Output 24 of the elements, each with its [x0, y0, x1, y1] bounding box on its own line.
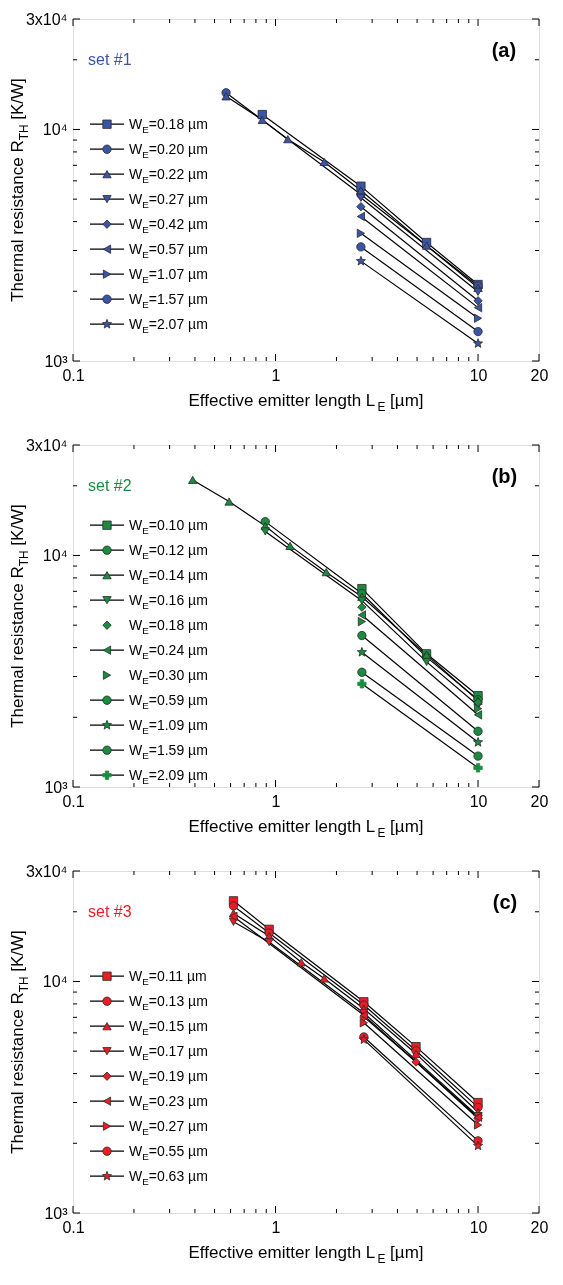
x-tick-label: 10: [469, 792, 488, 810]
x-tick-label: 10: [469, 1218, 488, 1236]
y-axis-title: Thermal resistance RTH [K/W]: [8, 78, 32, 302]
x-tick-label: 20: [530, 366, 549, 384]
x-tick-label: 10: [469, 366, 488, 384]
y-axis-title: Thermal resistance RTH [K/W]: [8, 504, 32, 728]
y-tick-label: 3x10⁴: [25, 862, 68, 880]
y-axis-title: Thermal resistance RTH [K/W]: [8, 930, 32, 1154]
text: (b): [491, 465, 518, 487]
y-tick-label: 3x10⁴: [25, 10, 68, 28]
annotation: set #1: [88, 51, 132, 68]
annotation: set #3: [88, 903, 132, 920]
y-tick-label: 3x10⁴: [25, 436, 68, 454]
x-tick-label: 1: [271, 1218, 281, 1236]
text: (c): [492, 891, 518, 913]
x-tick-label: 20: [530, 1218, 549, 1236]
x-tick-label: 20: [530, 792, 549, 810]
y-tick-label: 10⁴: [42, 972, 68, 990]
text: (a): [491, 39, 517, 61]
annotation: set #2: [88, 477, 132, 494]
y-tick-label: 10⁴: [42, 546, 68, 564]
x-tick-label: 1: [271, 366, 281, 384]
x-tick-label: 1: [271, 792, 281, 810]
y-tick-label: 10⁴: [42, 120, 68, 138]
